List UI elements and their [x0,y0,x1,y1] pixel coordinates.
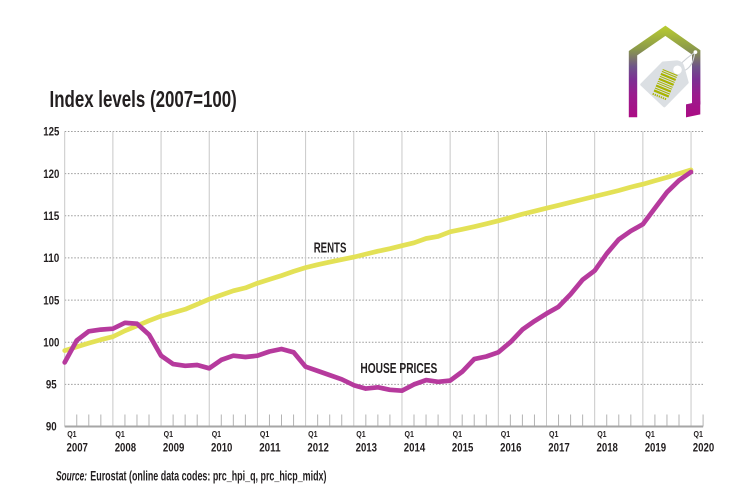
svg-text:Q1: Q1 [501,429,511,439]
svg-text:120: 120 [43,167,59,181]
svg-text:115: 115 [43,209,59,223]
svg-text:2018: 2018 [597,441,619,455]
svg-text:2016: 2016 [500,441,522,455]
svg-text:2010: 2010 [211,441,233,455]
svg-text:2009: 2009 [163,441,185,455]
svg-text:Q1: Q1 [405,429,415,439]
svg-text:2007: 2007 [67,441,89,455]
svg-text:95: 95 [46,378,57,392]
svg-text:Q1: Q1 [164,429,174,439]
svg-text:Q1: Q1 [597,429,607,439]
svg-text:Q1: Q1 [115,429,125,439]
svg-text:2013: 2013 [356,441,378,455]
svg-text:Q1: Q1 [549,429,559,439]
svg-text:HOUSE PRICES: HOUSE PRICES [360,360,437,377]
svg-text:100: 100 [43,335,59,349]
svg-text:Q1: Q1 [67,429,77,439]
svg-text:2019: 2019 [645,441,667,455]
svg-text:Eurostat (online data codes: p: Eurostat (online data codes: prc_hpi_q, … [90,469,326,484]
svg-text:2015: 2015 [452,441,474,455]
svg-text:2017: 2017 [548,441,570,455]
svg-text:Index levels (2007=100): Index levels (2007=100) [50,86,237,112]
svg-text:RENTS: RENTS [314,240,347,256]
svg-text:Q1: Q1 [260,429,270,439]
svg-text:Source:: Source: [56,469,87,484]
svg-text:Q1: Q1 [212,429,222,439]
svg-text:2008: 2008 [115,441,137,455]
svg-text:2012: 2012 [307,441,329,455]
svg-text:2011: 2011 [259,441,281,455]
svg-text:90: 90 [46,420,57,434]
svg-text:125: 125 [43,125,59,139]
svg-text:Q1: Q1 [356,429,366,439]
svg-text:Q1: Q1 [453,429,463,439]
svg-text:Q1: Q1 [694,429,704,439]
svg-text:110: 110 [43,251,59,265]
svg-text:105: 105 [43,293,59,307]
svg-text:2014: 2014 [404,441,426,455]
svg-text:2020: 2020 [693,441,715,455]
svg-text:Q1: Q1 [645,429,655,439]
svg-text:Q1: Q1 [308,429,318,439]
